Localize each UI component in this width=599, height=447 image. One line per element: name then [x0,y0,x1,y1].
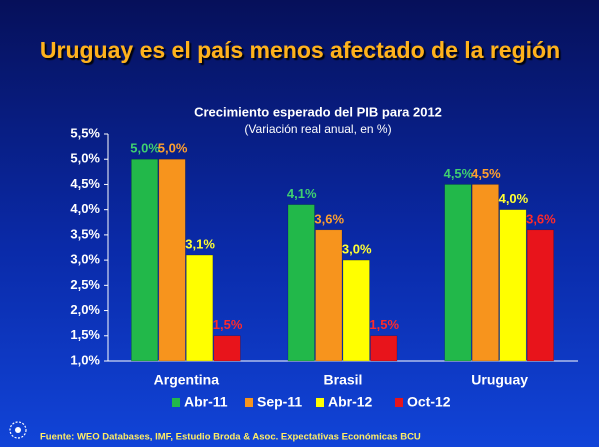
legend-label: Sep-11 [257,394,302,410]
bar [158,158,186,362]
value-label: 3,6% [526,211,556,226]
slide-heading: Uruguay es el país menos afectado de la … [40,37,560,63]
value-label: 4,1% [287,186,317,201]
value-label: 4,0% [499,191,529,206]
y-tick-label: 1,5% [70,327,100,342]
y-tick-label: 3,5% [70,226,100,241]
y-tick-label: 2,5% [70,277,100,292]
x-tick-label: Brasil [324,372,363,388]
value-label: 5,0% [130,141,160,156]
bar [213,335,241,362]
value-label: 3,6% [314,211,344,226]
value-label: 3,1% [185,237,215,252]
bar [287,204,315,362]
legend-swatch [395,398,403,407]
bar [471,184,499,362]
chart-title: Crecimiento esperado del PIB para 2012 [194,104,442,119]
value-label: 5,0% [158,141,188,156]
bar [131,158,159,362]
bar [315,229,343,362]
legend-label: Oct-12 [407,394,451,410]
logo [9,421,27,439]
legend-swatch [172,398,180,407]
bar [186,254,214,362]
value-label: 4,5% [471,166,501,181]
value-label: 4,5% [444,166,474,181]
bar [526,229,554,362]
y-tick-label: 5,0% [70,151,100,166]
value-label: 3,0% [342,242,372,257]
chart-subtitle: (Variación real anual, en %) [244,122,391,136]
y-tick-label: 4,5% [70,176,100,191]
x-tick-label: Uruguay [471,372,528,388]
y-tick-label: 4,0% [70,201,100,216]
value-label: 1,5% [213,317,243,332]
value-label: 1,5% [369,317,399,332]
y-tick-label: 5,5% [70,125,100,140]
x-tick-label: Argentina [154,372,220,388]
bar [370,335,398,362]
bar [444,184,472,362]
bar [499,209,527,362]
legend-swatch [245,398,253,407]
bar [342,259,370,362]
legend-swatch [316,398,324,407]
y-tick-label: 2,0% [70,302,100,317]
y-tick-label: 3,0% [70,252,100,267]
y-tick-label: 1,0% [70,352,100,367]
legend-label: Abr-12 [328,394,373,410]
source-note: Fuente: WEO Databases, IMF, Estudio Brod… [40,432,421,443]
legend-label: Abr-11 [184,394,228,410]
